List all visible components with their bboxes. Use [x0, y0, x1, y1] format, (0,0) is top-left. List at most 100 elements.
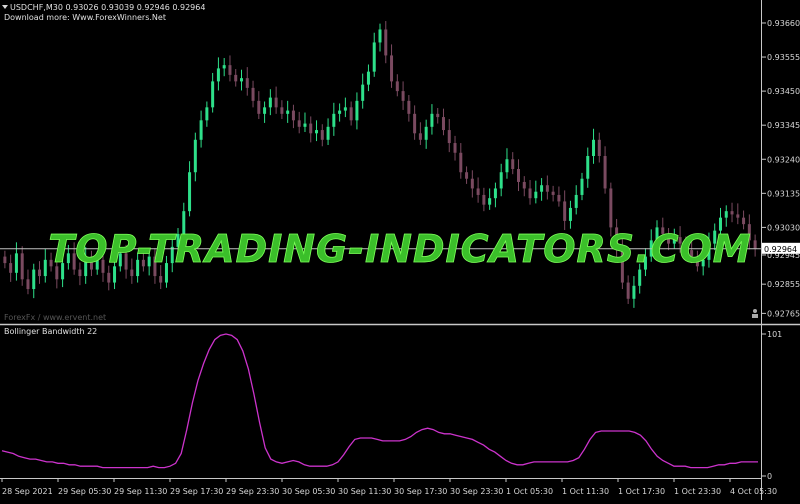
- candle-body: [643, 256, 647, 270]
- candle-body: [113, 266, 117, 283]
- candle-body: [326, 126, 330, 140]
- time-tick-label: 1 Oct 23:30: [674, 487, 721, 496]
- time-axis: 28 Sep 2021 29 Sep 05:30 29 Sep 11:30 29 Se…: [1, 478, 777, 496]
- indicator-tick-label: 101: [767, 330, 782, 339]
- candle-body: [130, 269, 134, 277]
- collapse-arrow-icon[interactable]: [2, 5, 8, 9]
- download-link-text[interactable]: Download more: Www.ForexWinners.Net: [4, 13, 166, 22]
- candle-body: [349, 107, 353, 121]
- price-tick-label: 0.93345: [767, 121, 800, 130]
- candle-body: [413, 113, 417, 134]
- price-tick-label: 0.92765: [767, 309, 800, 318]
- indicator-axis: 101 0: [762, 330, 782, 481]
- candle-body: [701, 259, 705, 267]
- candle-body: [199, 120, 203, 140]
- candle-body: [441, 117, 445, 131]
- candle-body: [378, 29, 382, 43]
- candle-body: [626, 282, 630, 299]
- candle-body: [407, 100, 411, 114]
- candlestick-series: [3, 21, 757, 308]
- candle-body: [355, 100, 359, 121]
- candle-body: [493, 188, 497, 199]
- candle-body: [505, 159, 509, 173]
- candle-body: [418, 133, 422, 140]
- candle-body: [476, 188, 480, 195]
- candle-body: [736, 214, 740, 218]
- candle-body: [390, 55, 394, 82]
- candle-body: [20, 253, 24, 280]
- time-tick-label: 29 Sep 05:30: [58, 487, 111, 496]
- candle-body: [511, 159, 515, 169]
- candle-body: [280, 107, 284, 114]
- candle-body: [638, 269, 642, 286]
- candle-body: [101, 259, 105, 273]
- candle-body: [136, 259, 140, 277]
- candle-body: [315, 130, 319, 134]
- candle-body: [320, 130, 324, 140]
- candle-body: [118, 253, 122, 267]
- candle-body: [742, 217, 746, 225]
- candle-body: [257, 100, 261, 114]
- candle-body: [545, 185, 549, 192]
- candle-body: [730, 211, 734, 215]
- candle-body: [540, 185, 544, 192]
- candle-body: [603, 156, 607, 189]
- time-tick-label: 29 Sep 17:30: [170, 487, 223, 496]
- candle-body: [470, 178, 474, 189]
- candle-body: [713, 230, 717, 244]
- candle-body: [684, 243, 688, 251]
- indicator-title: Bollinger Bandwidth 22: [4, 327, 97, 336]
- candle-body: [430, 113, 434, 127]
- candle-body: [568, 207, 572, 221]
- candle-body: [343, 107, 347, 111]
- candle-body: [263, 107, 267, 114]
- candle-body: [707, 243, 711, 260]
- candle-body: [32, 269, 36, 290]
- candle-body: [453, 143, 457, 153]
- candle-body: [245, 78, 249, 88]
- candle-body: [3, 256, 7, 264]
- candle-body: [517, 168, 521, 182]
- time-tick-label: 30 Sep 17:30: [394, 487, 447, 496]
- time-tick-label: 28 Sep 2021: [2, 487, 53, 496]
- person-icon[interactable]: [752, 309, 758, 318]
- candle-body: [107, 272, 111, 283]
- candle-body: [193, 139, 197, 173]
- candle-body: [216, 68, 220, 82]
- candle-body: [580, 178, 584, 195]
- candle-body: [632, 285, 636, 299]
- price-axis: 0.93660 0.93555 0.93450 0.93345 0.93240 0.931…: [762, 19, 800, 318]
- candle-body: [522, 181, 526, 189]
- candle-body: [66, 253, 70, 264]
- candle-body: [424, 126, 428, 140]
- candle-body: [574, 194, 578, 208]
- candle-body: [667, 233, 671, 244]
- candle-body: [211, 81, 215, 108]
- candle-body: [678, 237, 682, 244]
- current-price-label: 0.92964: [762, 242, 800, 254]
- candle-body: [268, 97, 272, 108]
- bollinger-bandwidth-line: [1, 333, 758, 469]
- indicator-tick-label: 0: [767, 472, 772, 481]
- candle-body: [9, 263, 13, 273]
- candle-body: [482, 194, 486, 205]
- candle-body: [551, 191, 555, 195]
- time-tick-label: 29 Sep 11:30: [114, 487, 167, 496]
- candle-body: [384, 29, 388, 56]
- candle-body: [205, 107, 209, 121]
- price-tick-label: 0.92855: [767, 280, 800, 289]
- candle-body: [724, 211, 728, 218]
- candle-body: [563, 201, 567, 221]
- candle-body: [557, 194, 561, 202]
- price-tick-label: 0.93555: [767, 53, 800, 62]
- candle-body: [239, 78, 243, 82]
- candle-body: [234, 74, 238, 82]
- candle-body: [43, 259, 47, 277]
- candle-body: [38, 269, 42, 277]
- candle-body: [26, 279, 30, 290]
- candle-body: [753, 240, 757, 249]
- candle-body: [147, 256, 151, 267]
- candle-body: [499, 172, 503, 189]
